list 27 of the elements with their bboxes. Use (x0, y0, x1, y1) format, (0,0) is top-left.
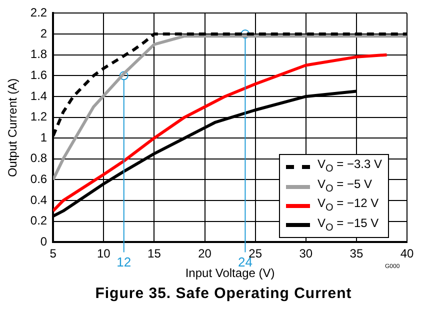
legend-label: V$_{O}$ = −5 V (318, 176, 372, 196)
y-tick-label: 1.6 (30, 68, 48, 82)
y-tick-label: 2 (40, 26, 48, 40)
y-tick-label: 1.2 (30, 110, 48, 124)
x-tick-label: 5 (50, 246, 57, 261)
x-tick-label: 15 (148, 246, 162, 261)
legend-label: V$_{O}$ = −12 V (318, 196, 379, 216)
x-tick-label: 35 (350, 246, 364, 261)
y-tick-label: 0 (40, 234, 48, 249)
y-tick-label: 0.6 (30, 172, 48, 186)
ref-line-label: 12 (116, 254, 132, 270)
y-tick-label: 2.2 (30, 6, 48, 20)
legend-label: V$_{O}$ = −15 V (318, 216, 379, 235)
x-tick-label: 10 (96, 246, 111, 261)
y-axis-title: Output Current (A) (6, 78, 20, 178)
y-tick-label: 1 (40, 130, 48, 144)
text: Figure 35. Safe Operating Current (94, 285, 353, 302)
x-axis-title: Input Voltage (V) (185, 266, 275, 280)
y-tick-label: 1.8 (30, 47, 48, 62)
x-tick-label: 40 (400, 246, 414, 261)
y-tick-label: 0.8 (30, 151, 48, 166)
x-tick-label: 20 (198, 246, 212, 261)
y-tick-label: 1.4 (30, 88, 48, 103)
x-tick-label: 30 (299, 246, 313, 261)
y-tick-label: 0.4 (30, 192, 48, 207)
y-tick-label: 0.2 (30, 214, 48, 228)
legend-label: V$_{O}$ = −3.3 V (318, 157, 382, 177)
